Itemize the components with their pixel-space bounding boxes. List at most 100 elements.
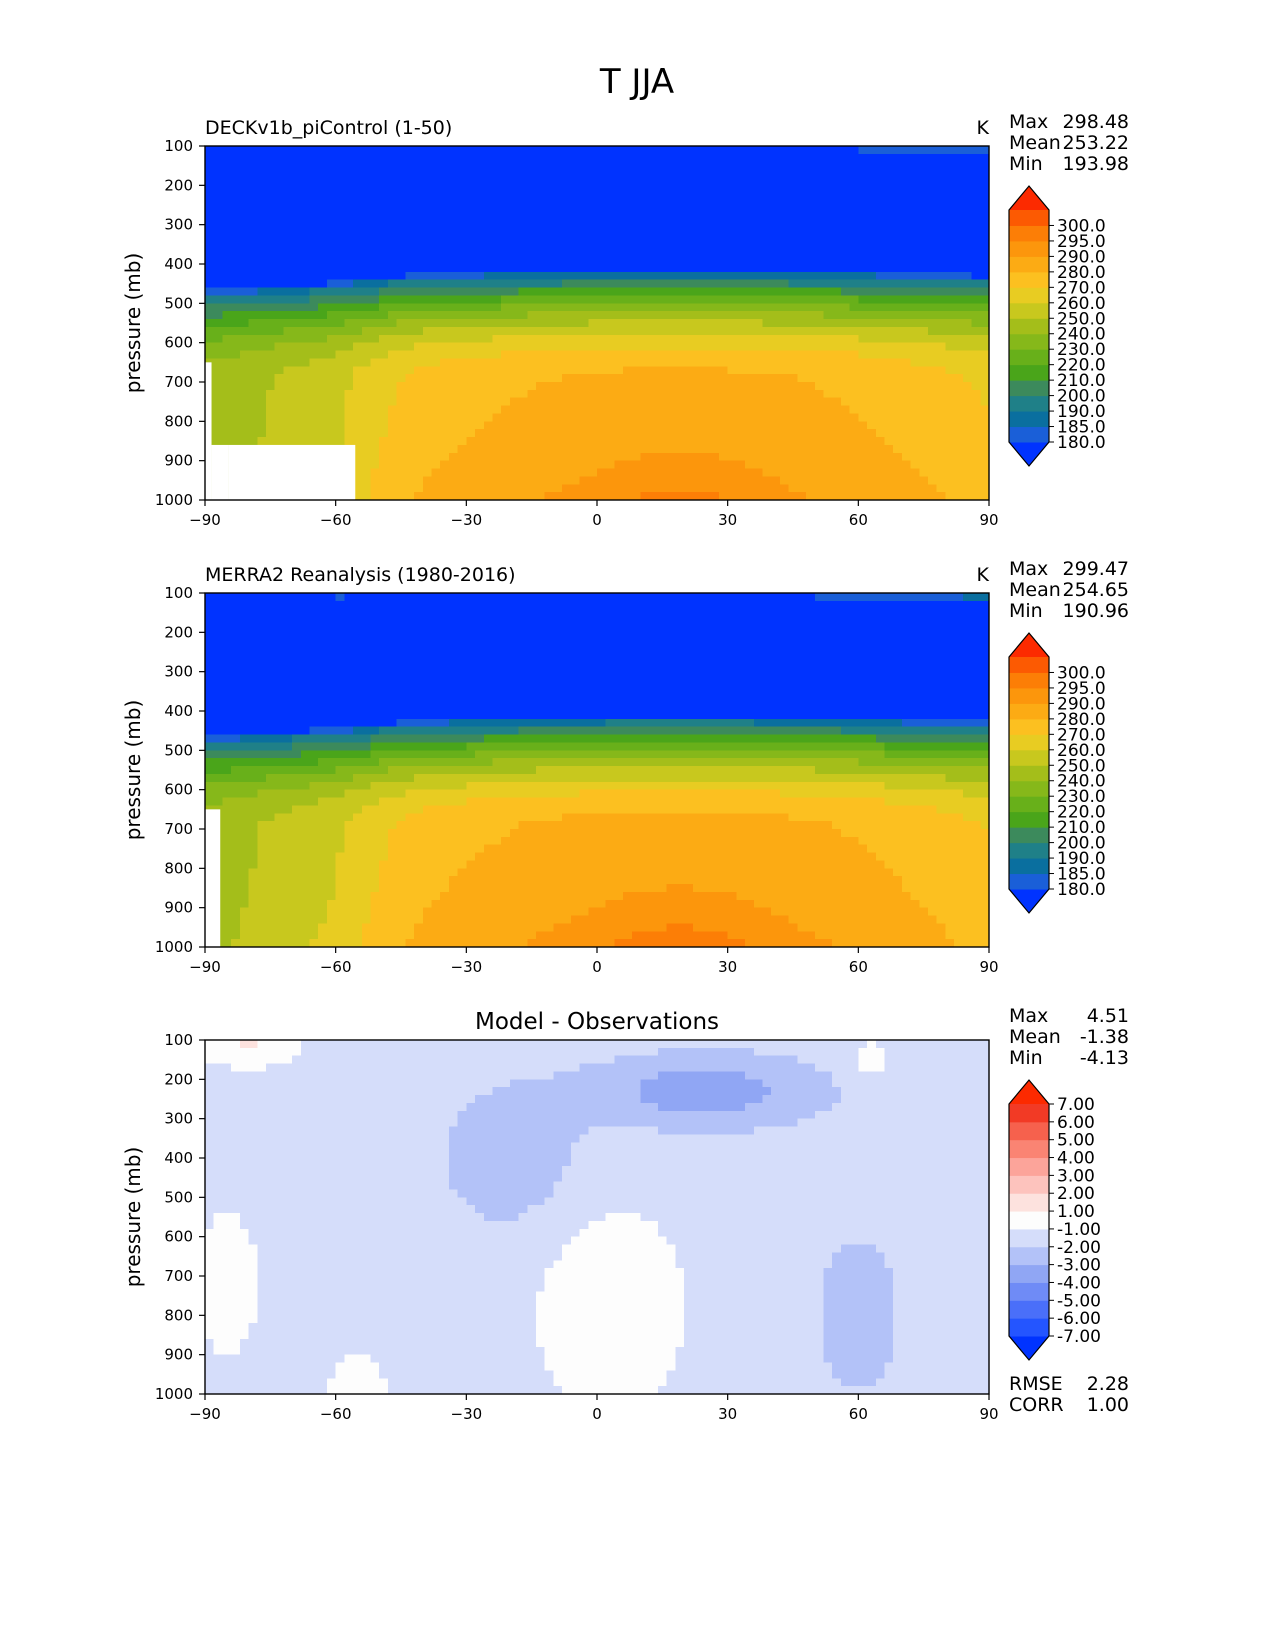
contour-cell bbox=[448, 326, 459, 336]
contour-cell bbox=[640, 334, 650, 344]
contour-cell bbox=[518, 319, 528, 328]
contour-cell bbox=[884, 655, 894, 665]
contour-cell bbox=[536, 624, 546, 633]
contour-cell bbox=[431, 358, 441, 367]
contour-cell bbox=[318, 358, 328, 367]
contour-cell bbox=[457, 185, 467, 194]
contour-cell bbox=[292, 264, 302, 273]
contour-cell bbox=[692, 334, 703, 344]
contour-cell bbox=[405, 264, 415, 273]
contour-cell bbox=[361, 287, 372, 297]
contour-cell bbox=[248, 303, 258, 312]
contour-cell bbox=[631, 437, 642, 446]
contour-cell bbox=[231, 366, 241, 375]
contour-cell bbox=[344, 334, 354, 344]
masked-region bbox=[228, 444, 356, 500]
contour-cell bbox=[771, 600, 781, 610]
contour-cell bbox=[832, 185, 842, 194]
contour-cell bbox=[422, 224, 433, 234]
contour-cell bbox=[353, 452, 363, 462]
contour-cell bbox=[544, 476, 555, 485]
contour-cell bbox=[806, 169, 816, 179]
contour-cell bbox=[396, 248, 406, 257]
contour-cell bbox=[936, 655, 947, 665]
contour-cell bbox=[570, 216, 581, 226]
contour-cell bbox=[457, 437, 467, 446]
contour-cell bbox=[553, 374, 563, 383]
contour-cell bbox=[544, 429, 555, 438]
contour-cell bbox=[248, 287, 258, 297]
contour-cell bbox=[945, 224, 955, 234]
contour-cell bbox=[832, 593, 842, 602]
contour-cell bbox=[954, 405, 964, 415]
contour-cell bbox=[231, 648, 241, 657]
contour-cell bbox=[518, 342, 528, 352]
contour-cell bbox=[222, 640, 232, 649]
contour-cell bbox=[475, 319, 485, 328]
contour-cell bbox=[527, 146, 537, 155]
contour-cell bbox=[492, 437, 502, 446]
contour-cell bbox=[553, 476, 563, 485]
contour-cell bbox=[387, 358, 398, 367]
contour-cell bbox=[657, 350, 668, 359]
contour-cell bbox=[745, 608, 755, 618]
contour-cell bbox=[353, 640, 363, 649]
contour-cell bbox=[527, 452, 537, 462]
contour-cell bbox=[544, 366, 555, 375]
contour-cell bbox=[231, 169, 241, 179]
contour-cell bbox=[509, 366, 520, 375]
contour-cell bbox=[779, 224, 790, 234]
contour-cell bbox=[631, 146, 642, 155]
contour-cell bbox=[797, 185, 807, 194]
contour-cell bbox=[692, 382, 703, 391]
contour-cell bbox=[806, 232, 816, 241]
contour-cell bbox=[657, 271, 668, 281]
contour-cell bbox=[814, 640, 825, 649]
contour-cell bbox=[657, 161, 668, 171]
contour-cell bbox=[936, 342, 947, 352]
contour-cell bbox=[466, 366, 476, 375]
contour-cell bbox=[483, 624, 494, 633]
contour-cell bbox=[231, 421, 241, 430]
contour-cell bbox=[762, 444, 772, 454]
contour-cell bbox=[239, 185, 250, 194]
contour-cell bbox=[501, 169, 511, 179]
contour-cell bbox=[326, 655, 337, 665]
contour-cell bbox=[448, 468, 459, 477]
contour-cell bbox=[405, 655, 415, 665]
contour-cell bbox=[753, 600, 764, 610]
contour-cell bbox=[457, 640, 467, 649]
contour-cell bbox=[562, 640, 572, 649]
contour-cell bbox=[840, 476, 851, 485]
contour-cell bbox=[300, 663, 311, 673]
contour-cell bbox=[840, 319, 851, 328]
contour-cell bbox=[779, 169, 790, 179]
contour-cell bbox=[257, 153, 267, 163]
contour-cell bbox=[718, 382, 729, 391]
contour-cell bbox=[257, 600, 267, 610]
contour-cell bbox=[840, 358, 851, 367]
contour-cell bbox=[466, 311, 476, 320]
contour-cell bbox=[553, 444, 563, 454]
contour-cell bbox=[675, 264, 685, 273]
contour-cell bbox=[692, 437, 703, 446]
contour-cell bbox=[849, 350, 859, 359]
contour-cell bbox=[205, 295, 215, 304]
contour-cell bbox=[884, 421, 894, 430]
contour-cell bbox=[396, 185, 406, 194]
contour-cell bbox=[884, 279, 894, 289]
contour-cell bbox=[779, 177, 790, 186]
contour-cell bbox=[283, 429, 293, 438]
contour-cell bbox=[962, 153, 973, 163]
contour-cell bbox=[623, 358, 633, 367]
contour-cell bbox=[370, 350, 380, 359]
contour-cell bbox=[849, 476, 859, 485]
contour-cell bbox=[475, 616, 485, 626]
contour-cell bbox=[840, 232, 851, 241]
contour-cell bbox=[806, 201, 816, 210]
contour-cell bbox=[248, 279, 258, 289]
contour-cell bbox=[640, 648, 650, 657]
contour-cell bbox=[431, 492, 441, 501]
contour-cell bbox=[466, 397, 476, 407]
contour-cell bbox=[300, 295, 311, 304]
